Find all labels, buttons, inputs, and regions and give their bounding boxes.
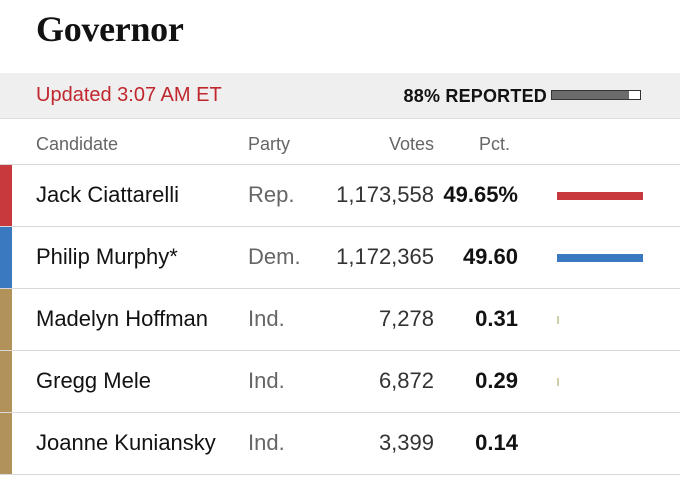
- column-header-party: Party: [248, 134, 291, 154]
- table-row: Madelyn Hoffman Ind. 7,278 0.31: [0, 289, 680, 351]
- candidate-pct: 0.31: [475, 306, 518, 331]
- candidate-party: Ind.: [248, 368, 285, 393]
- candidate-party: Ind.: [248, 430, 285, 455]
- party-color-stripe: [0, 289, 12, 350]
- race-title: Governor: [36, 9, 184, 49]
- candidate-votes: 6,872: [378, 368, 434, 393]
- reported-percentage: 88% REPORTED: [403, 86, 547, 106]
- candidate-party: Rep.: [248, 182, 295, 207]
- party-color-stripe: [0, 351, 12, 412]
- column-header-pct: Pct.: [478, 134, 510, 154]
- candidate-pct: 49.65%: [443, 182, 518, 207]
- candidate-name: Joanne Kuniansky: [36, 430, 216, 455]
- candidate-votes: 1,172,365: [336, 244, 434, 269]
- reported-progress-fill: [552, 91, 630, 99]
- candidate-pct: 49.60: [462, 244, 518, 269]
- updated-timestamp: Updated 3:07 AM ET: [36, 84, 222, 106]
- candidate-name: Madelyn Hoffman: [36, 306, 209, 331]
- candidate-name: Philip Murphy*: [36, 244, 178, 269]
- party-color-stripe: [0, 227, 12, 288]
- candidate-pct: 0.29: [475, 368, 518, 393]
- table-row: Philip Murphy* Dem. 1,172,365 49.60: [0, 227, 680, 289]
- candidate-pct: 0.14: [475, 430, 518, 455]
- candidate-name: Gregg Mele: [36, 368, 151, 393]
- table-row: Jack Ciattarelli Rep. 1,173,558 49.65%: [0, 165, 680, 227]
- candidate-party: Dem.: [248, 244, 301, 269]
- status-bar: Updated 3:07 AM ET 88% REPORTED: [0, 73, 680, 119]
- results-table-header: Candidate Party Votes Pct.: [0, 119, 680, 165]
- table-row: Joanne Kuniansky Ind. 3,399 0.14: [0, 413, 680, 475]
- vote-share-bar: [557, 192, 644, 200]
- reported-progress-bar: [551, 90, 641, 100]
- vote-share-bar: [557, 254, 644, 262]
- candidate-votes: 3,399: [378, 430, 434, 455]
- candidate-votes: 1,173,558: [336, 182, 434, 207]
- column-header-candidate: Candidate: [36, 134, 119, 154]
- table-row: Gregg Mele Ind. 6,872 0.29: [0, 351, 680, 413]
- vote-share-bar: [557, 316, 559, 324]
- candidate-party: Ind.: [248, 306, 285, 331]
- column-header-votes: Votes: [388, 134, 434, 154]
- party-color-stripe: [0, 165, 12, 226]
- vote-share-bar: [557, 378, 559, 386]
- party-color-stripe: [0, 413, 12, 474]
- candidate-name: Jack Ciattarelli: [36, 182, 180, 207]
- candidate-votes: 7,278: [378, 306, 434, 331]
